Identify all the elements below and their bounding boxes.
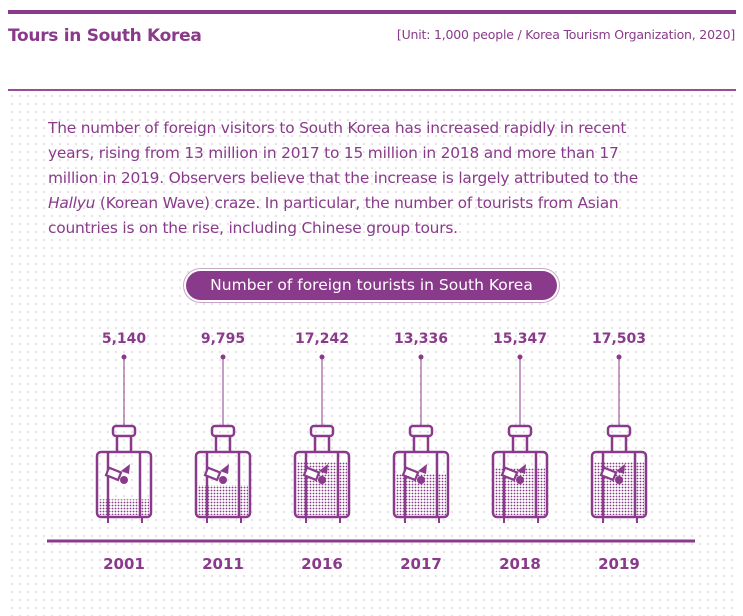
- suitcase-fill: [198, 485, 248, 515]
- divider: [8, 89, 736, 91]
- sticker-rect-icon: [302, 466, 321, 482]
- suitcase-wheels: [404, 517, 440, 523]
- sticker-triangle-icon: [517, 464, 526, 474]
- description-text-end: (Korean Wave) craze. In particular, the …: [48, 194, 619, 237]
- suitcase-body-icon: [95, 450, 153, 519]
- year-label: 2011: [202, 555, 244, 573]
- suitcase-stripes: [502, 452, 538, 517]
- sticker-circle-icon: [219, 476, 227, 484]
- value-label: 9,795: [201, 331, 245, 347]
- suitcase-handle-stem: [412, 436, 430, 452]
- suitcase-stripes: [403, 452, 439, 517]
- description-italic: Hallyu: [48, 194, 96, 212]
- suitcase-stripes: [601, 452, 637, 517]
- suitcase-handle-stem: [115, 436, 133, 452]
- top-bar: [8, 10, 736, 14]
- sticker-triangle-icon: [319, 464, 328, 474]
- unit-source: [Unit: 1,000 people / Korea Tourism Orga…: [396, 27, 735, 42]
- suitcase-handle-icon: [210, 424, 236, 438]
- sticker-circle-icon: [120, 476, 128, 484]
- value-label: 13,336: [394, 331, 448, 347]
- suitcase-body-icon: [590, 450, 648, 519]
- suitcase-stripes: [205, 452, 241, 517]
- suitcase-body-icon: [194, 450, 252, 519]
- sticker-rect-icon: [104, 466, 123, 482]
- suitcase-handle-icon: [408, 424, 434, 438]
- suitcase-wheels: [305, 517, 341, 523]
- year-label: 2016: [301, 555, 343, 573]
- sticker-rect-icon: [401, 466, 420, 482]
- suitcase-wheels: [503, 517, 539, 523]
- year-label: 2001: [103, 555, 145, 573]
- suitcase-handle-icon: [309, 424, 335, 438]
- sticker-triangle-icon: [121, 464, 130, 474]
- description-text: The number of foreign visitors to South …: [48, 119, 638, 187]
- year-label: 2019: [598, 555, 640, 573]
- suitcase-handle-stem: [214, 436, 232, 452]
- sticker-rect-icon: [599, 466, 618, 482]
- suitcase-stripes: [304, 452, 340, 517]
- suitcase-wheels: [206, 517, 242, 523]
- value-label: 15,347: [493, 331, 547, 347]
- suitcase-stripes: [106, 452, 142, 517]
- suitcase-handle-stem: [610, 436, 628, 452]
- page-title: Tours in South Korea: [8, 26, 202, 46]
- value-label: 17,503: [592, 331, 646, 347]
- sticker-triangle-icon: [220, 464, 229, 474]
- value-label: 17,242: [295, 331, 349, 347]
- sticker-triangle-icon: [418, 464, 427, 474]
- suitcase-handle-stem: [511, 436, 529, 452]
- suitcase-handle-icon: [111, 424, 137, 438]
- value-label: 5,140: [102, 331, 147, 347]
- sticker-circle-icon: [615, 476, 623, 484]
- sticker-triangle-icon: [616, 464, 625, 474]
- year-label: 2017: [400, 555, 442, 573]
- suitcase-handle-icon: [606, 424, 632, 438]
- suitcase-body-icon: [392, 450, 450, 519]
- suitcase-wheels: [107, 517, 143, 523]
- sticker-circle-icon: [417, 476, 425, 484]
- description: The number of foreign visitors to South …: [48, 116, 668, 241]
- chart-title: Number of foreign tourists in South Kore…: [186, 271, 557, 300]
- dotted-background: [8, 92, 736, 616]
- suitcase-body-icon: [293, 450, 351, 519]
- sticker-circle-icon: [516, 476, 524, 484]
- suitcase-wheels: [602, 517, 638, 523]
- suitcase-handle-icon: [507, 424, 533, 438]
- sticker-rect-icon: [203, 466, 222, 482]
- suitcase-body-icon: [491, 450, 549, 519]
- sticker-circle-icon: [318, 476, 326, 484]
- year-label: 2018: [499, 555, 541, 573]
- suitcase-fill: [99, 499, 149, 515]
- suitcase-handle-stem: [313, 436, 331, 452]
- sticker-rect-icon: [500, 466, 519, 482]
